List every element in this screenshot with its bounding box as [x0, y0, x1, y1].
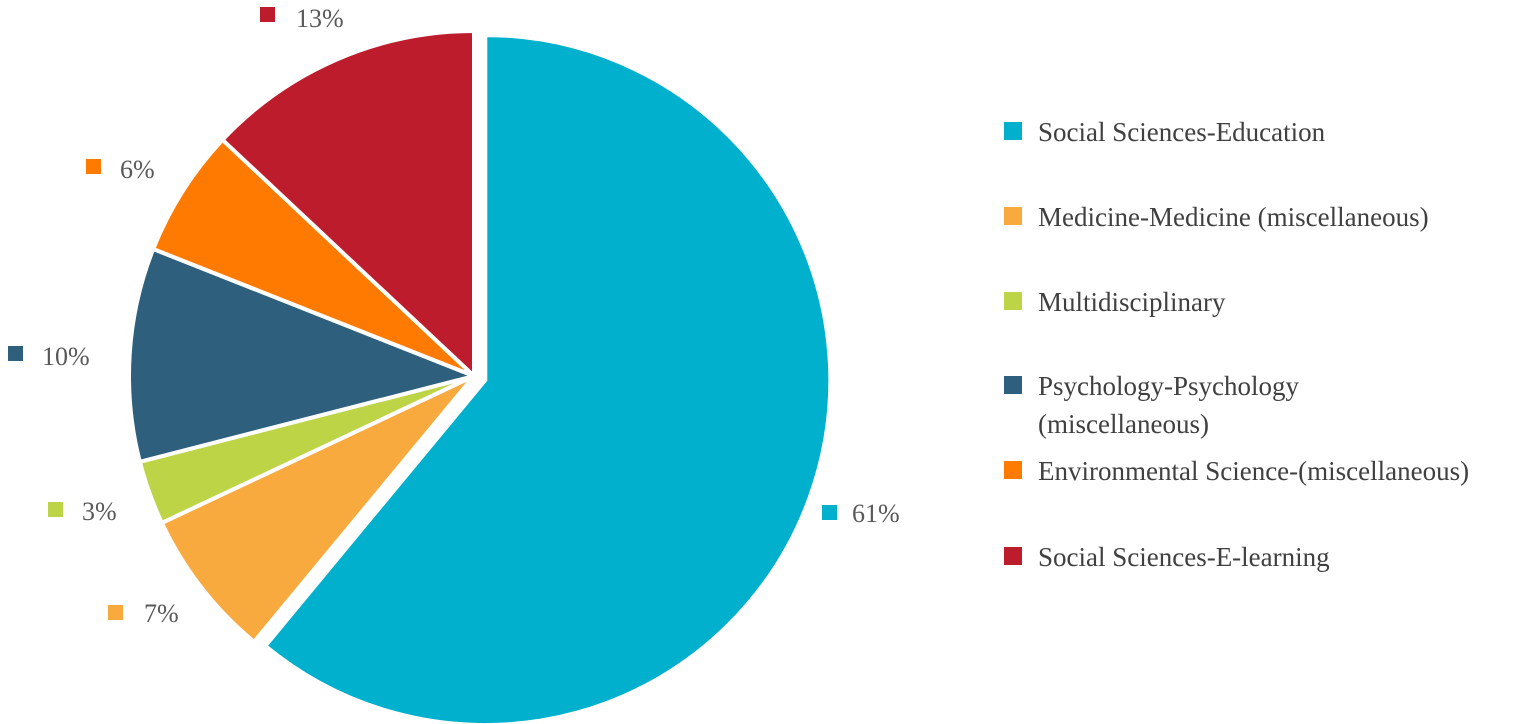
data-label: 6%	[120, 155, 155, 184]
data-label: 7%	[144, 599, 179, 628]
legend-label: Medicine-Medicine (miscellaneous)	[1038, 202, 1429, 232]
legend-swatch	[1004, 547, 1022, 565]
data-label-marker	[8, 346, 23, 361]
legend-swatch	[1004, 207, 1022, 225]
pie-slice-social-sciences-education	[262, 33, 833, 724]
legend-label: Social Sciences-Education	[1038, 117, 1326, 147]
legend-label: Psychology-Psychology (miscellaneous)	[1038, 371, 1300, 439]
pie-slice-medicine-medicine-miscellaneous	[159, 374, 476, 645]
data-label-marker	[86, 159, 101, 174]
pie-slice-psychology-psychology-miscellaneous	[127, 246, 481, 465]
legend-label: Environmental Science-(miscellaneous)	[1038, 456, 1469, 486]
pie-slice-environmental-science-miscellaneous	[150, 137, 476, 378]
legend-swatch	[1004, 461, 1022, 479]
data-labels: 61% 7% 3% 10% 6% 13%	[8, 4, 900, 628]
legend-swatch	[1004, 292, 1022, 310]
pie-slices	[127, 28, 833, 724]
legend-swatch	[1004, 376, 1022, 394]
data-label: 13%	[296, 4, 344, 33]
data-label-marker	[260, 7, 275, 22]
data-label-marker	[48, 502, 63, 517]
legend: Social Sciences-Education Medicine-Medici…	[1004, 117, 1469, 572]
pie-slice-social-sciences-e-learning	[219, 28, 476, 381]
data-label-marker	[822, 505, 837, 520]
data-label: 10%	[42, 342, 90, 371]
data-label: 3%	[82, 497, 117, 526]
data-label-marker	[108, 605, 123, 620]
legend-swatch	[1004, 122, 1022, 140]
data-label: 61%	[852, 499, 900, 528]
legend-label: Multidisciplinary	[1038, 287, 1226, 317]
legend-label: Social Sciences-E-learning	[1038, 542, 1330, 572]
